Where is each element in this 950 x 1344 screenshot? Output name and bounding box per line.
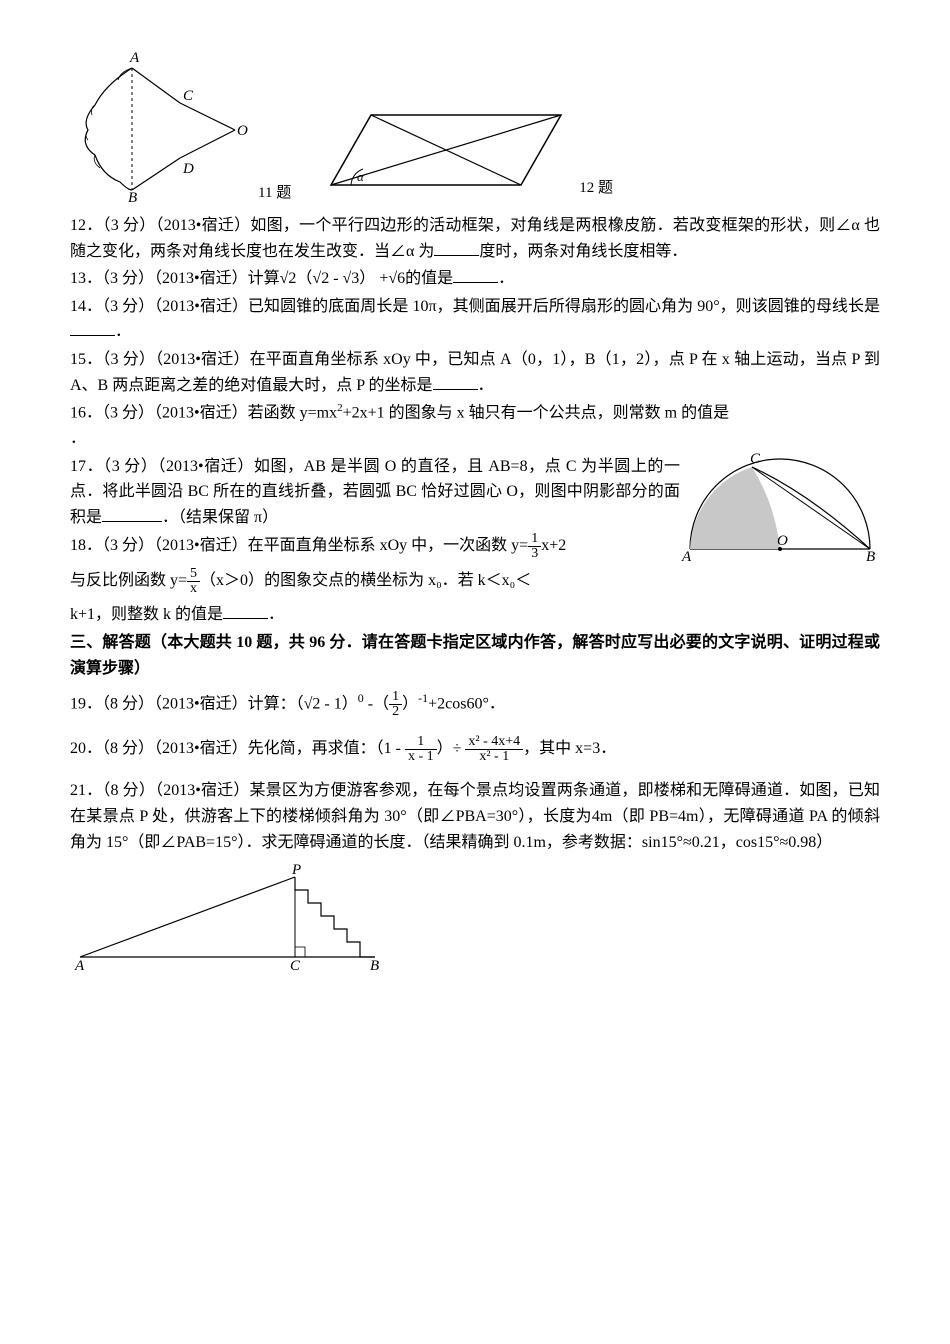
q13-plus: +: [375, 270, 388, 287]
question-18-line3: k+1，则整数 k 的值是 ．: [70, 602, 880, 628]
question-18-line2: 与反比例函数 y=5x（x＞0）的图象交点的横坐标为 x₀．若 k＜x₀＜: [70, 567, 880, 596]
question-16: 16．（3 分）（2013•宿迁）若函数 y=mx2+2x+1 的图象与 x 轴…: [70, 400, 880, 452]
figure-12-svg: α: [321, 105, 571, 205]
q13-open: （: [296, 270, 312, 287]
q18-f1-den: 3: [528, 547, 541, 561]
fig21-P: P: [291, 862, 301, 878]
fig21-C: C: [290, 958, 301, 972]
q20-frac1: 1x - 1: [405, 735, 437, 764]
q18-period: ．: [268, 606, 284, 623]
fig17-C: C: [750, 451, 761, 467]
q19-m1: - 1）: [320, 696, 357, 713]
figure-q11: A C O D B 11 题: [70, 50, 291, 205]
question-13: 13．（3 分）（2013•宿迁）计算√2（√2 - √3） +√6的值是．: [70, 266, 880, 292]
figure-q12: α 12 题: [321, 105, 613, 205]
figure-12-label: 12 题: [579, 176, 613, 200]
question-12: 12．（3 分）（2013•宿迁）如图，一个平行四边形的活动框架，对角线是两根橡…: [70, 213, 880, 264]
q18-f2-num: 5: [187, 567, 200, 582]
label-alpha: α: [357, 169, 365, 184]
q16-text-b: +2x+1 的图象与 x 轴只有一个公共点，则常数 m 的值是: [343, 404, 730, 421]
label-A: A: [129, 50, 140, 66]
q13-text-b: 的值是: [405, 270, 453, 287]
q13-sqrt3: √3: [343, 270, 360, 287]
q18-text-d: k+1，则整数 k 的值是: [70, 606, 223, 623]
q18-f1-suffix: x+2: [541, 538, 566, 555]
fig21-B: B: [370, 958, 379, 972]
q20-text: 20．（8 分）（2013•宿迁）先化简，再求值：（1 -: [70, 741, 405, 758]
q19-supneg1: -1: [418, 691, 428, 705]
q13-close: ）: [359, 270, 375, 287]
figure-11-label: 11 题: [258, 181, 291, 205]
q18-blank: [223, 603, 268, 619]
q16-period: ．: [70, 430, 86, 447]
q19-cos: +2cos60°: [428, 696, 489, 713]
q20-mid: ）÷: [437, 741, 466, 758]
question-21: 21．（8 分）（2013•宿迁）某景区为方便游客参观，在每个景点均设置两条通道…: [70, 778, 880, 855]
q18-f1-num: 1: [528, 532, 541, 547]
fig17-A: A: [681, 549, 692, 564]
q20-f2den: x² - 1: [465, 750, 523, 764]
q18-text-b: 与反比例函数: [70, 573, 170, 590]
q14-blank: [70, 320, 115, 336]
q13-text-a: 13．（3 分）（2013•宿迁）计算: [70, 270, 280, 287]
question-17-18-wrap: 17．（3 分）（2013•宿迁）如图，AB 是半圆 O 的直径，且 AB=8，…: [70, 454, 880, 597]
label-D: D: [182, 161, 194, 177]
q18-f1-prefix: y=: [511, 538, 528, 555]
q19-close: ）: [402, 696, 418, 713]
question-15: 15．（3 分）（2013•宿迁）在平面直角坐标系 xOy 中，已知点 A（0，…: [70, 347, 880, 398]
fig17-B: B: [866, 549, 875, 564]
question-19: 19．（8 分）（2013•宿迁）计算：（√2 - 1）0 -（12）-1+2c…: [70, 689, 880, 719]
q13-sqrt6: √6: [388, 270, 405, 287]
figure-11-svg: A C O D B: [70, 50, 250, 205]
q20-f2num: x² - 4x+4: [465, 735, 523, 750]
q13-minus: -: [329, 270, 342, 287]
question-20: 20．（8 分）（2013•宿迁）先化简，再求值：（1 - 1x - 1）÷ x…: [70, 735, 880, 764]
q19-minus: -（: [364, 696, 389, 713]
q19-fnum: 1: [389, 690, 402, 705]
q18-frac1: 13: [528, 532, 541, 561]
label-C: C: [183, 88, 194, 104]
q15-period: ．: [478, 377, 494, 394]
q14-period: ．: [115, 323, 131, 340]
q18-text-c: 的图象交点的横坐标为 x₀．若 k＜x₀＜: [264, 573, 531, 590]
q19-period: ．: [489, 696, 505, 713]
q20-f1num: 1: [405, 735, 437, 750]
q20-frac2: x² - 4x+4x² - 1: [465, 735, 523, 764]
q12-blank: [434, 240, 479, 256]
q17-suffix: ．（结果保留 π）: [162, 509, 278, 526]
q19-text: 19．（8 分）（2013•宿迁）计算：（: [70, 696, 304, 713]
q15-blank: [433, 374, 478, 390]
q12-text-b: 度时，两条对角线长度相等．: [479, 243, 687, 260]
q18-text-a: 18．（3 分）（2013•宿迁）在平面直角坐标系 xOy 中，一次函数: [70, 538, 511, 555]
section-3-title: 三、解答题（本大题共 10 题，共 96 分．请在答题卡指定区域内作答，解答时应…: [70, 630, 880, 681]
q20-suffix: ，其中 x=3．: [523, 741, 616, 758]
q20-f1den: x - 1: [405, 750, 437, 764]
q17-blank: [102, 506, 162, 522]
q14-text: 14．（3 分）（2013•宿迁）已知圆锥的底面周长是 10π，其侧面展开后所得…: [70, 298, 880, 315]
figure-21-svg: A B C P: [70, 862, 410, 972]
q18-frac2: 5x: [187, 567, 200, 596]
figure-17-svg: A B O C: [680, 449, 880, 564]
fig17-O: O: [777, 533, 788, 549]
q16-text-a: 16．（3 分）（2013•宿迁）若函数 y=mx: [70, 404, 337, 421]
q19-frac: 12: [389, 690, 402, 719]
q13-sqrt2b: √2: [312, 270, 329, 287]
q13-blank: [453, 267, 498, 283]
q18-f2-prefix: y=: [170, 573, 187, 590]
q13-period: ．: [498, 270, 514, 287]
q19-fden: 2: [389, 705, 402, 719]
label-O: O: [237, 123, 248, 139]
fig21-A: A: [74, 958, 85, 972]
figures-row: A C O D B 11 题 α 12 题: [70, 50, 880, 205]
q19-sqrt2: √2: [304, 696, 321, 713]
q18-f2-den: x: [187, 582, 200, 596]
label-B: B: [128, 190, 137, 205]
q13-sqrt2: √2: [280, 270, 297, 287]
q18-f2-cond: （x＞0）: [200, 573, 264, 590]
question-14: 14．（3 分）（2013•宿迁）已知圆锥的底面周长是 10π，其侧面展开后所得…: [70, 294, 880, 345]
